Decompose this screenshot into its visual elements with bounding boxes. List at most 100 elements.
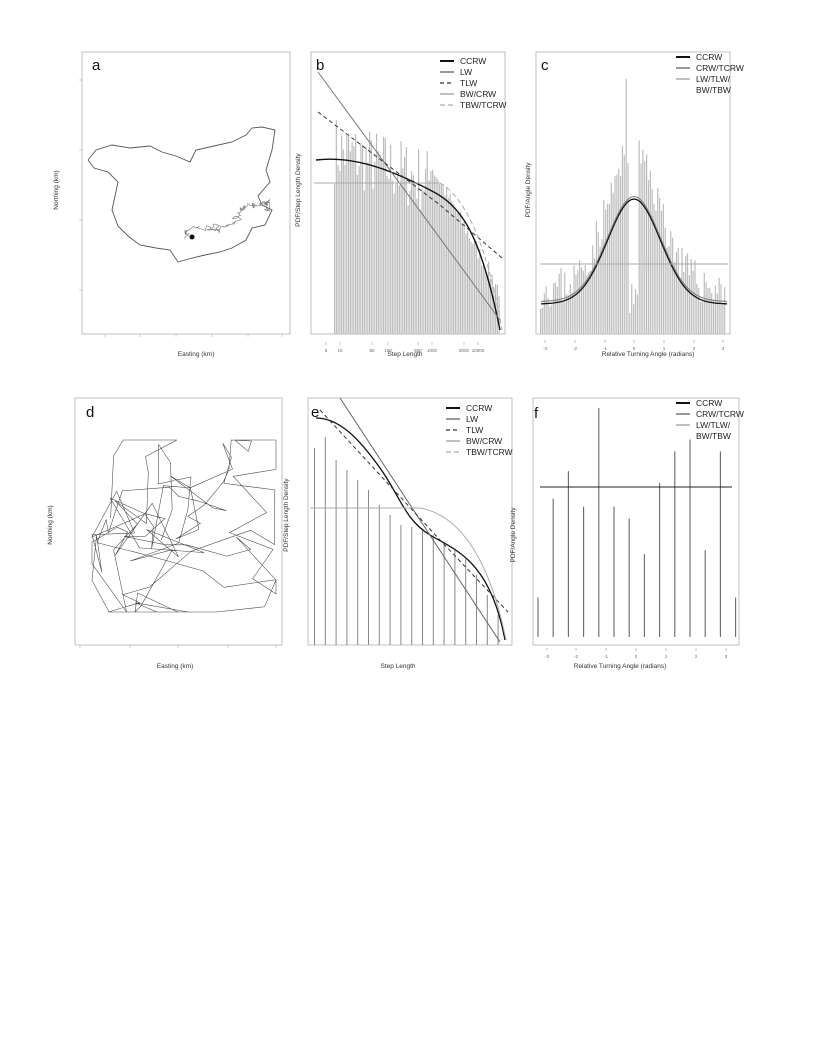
x-tick-label: 500 [414, 348, 422, 353]
histogram-bar [672, 237, 674, 334]
legend-label: CRW/TCRW [696, 409, 744, 419]
histogram-bar [456, 212, 458, 334]
histogram-bar [342, 149, 344, 334]
histogram-bar [666, 247, 668, 334]
histogram-bar [476, 575, 477, 645]
x-tick-label: 2 [695, 654, 698, 659]
x-axis-label: Easting (km) [178, 351, 214, 358]
x-tick-label: 1000 [427, 348, 438, 353]
histogram-bar [649, 170, 651, 334]
histogram-bar [376, 133, 378, 334]
histogram-bar [590, 270, 592, 334]
histogram-bar [690, 259, 692, 334]
histogram-bar [477, 258, 479, 334]
lw-line [339, 397, 501, 643]
histogram-bar [369, 131, 371, 334]
coastline-path [87, 126, 276, 263]
histogram-bar [696, 283, 698, 334]
histogram-bar [426, 151, 428, 334]
x-tick-label: 100 [384, 348, 392, 353]
histogram-bar [631, 284, 633, 334]
histogram-bar [446, 186, 448, 334]
plot-frame [81, 51, 291, 335]
histogram-bar [638, 140, 640, 334]
histogram-bar [614, 176, 616, 334]
histogram-bar [619, 176, 622, 334]
histogram-bar [597, 232, 599, 334]
histogram-bar [348, 135, 350, 334]
histogram-bar [593, 258, 596, 334]
histogram-bar [411, 171, 413, 334]
histogram-bar [384, 137, 386, 334]
histogram-bar [412, 175, 414, 334]
histogram-bar [437, 179, 439, 334]
histogram-bar [324, 437, 326, 645]
histogram-bar [655, 210, 657, 334]
histogram-bar [356, 174, 358, 334]
histogram-bar [571, 292, 573, 334]
x-tick-label: 3 [722, 346, 725, 351]
histogram-bar [363, 190, 365, 334]
histogram-bar [435, 177, 437, 334]
histogram-bar [481, 265, 483, 334]
legend-label: BW/TBW [696, 85, 731, 95]
histogram-bar [491, 274, 493, 334]
histogram-bar [414, 182, 416, 334]
x-tick-label: 10 [337, 348, 343, 353]
histogram-bar [463, 222, 465, 334]
histogram-bar [547, 298, 549, 334]
panel-letter: a [92, 57, 101, 74]
histogram-bar [390, 144, 392, 334]
histogram-bar [573, 265, 575, 334]
plot-frame [74, 397, 283, 646]
histogram-bar [433, 175, 435, 334]
histogram-bar [402, 168, 404, 334]
histogram-bar [362, 144, 364, 334]
histogram-bar [688, 275, 690, 334]
histogram-bar [467, 230, 469, 334]
histogram-bar [486, 595, 488, 645]
panel-letter: c [541, 57, 549, 74]
histogram-bar [712, 299, 715, 334]
lw-line [317, 71, 501, 321]
histogram-bar [554, 282, 557, 334]
tbw-curve [439, 182, 503, 331]
x-tick-label: 5000 [459, 348, 470, 353]
x-tick-label: -2 [574, 654, 578, 659]
legend-label: LW [460, 67, 472, 77]
histogram-bar [599, 246, 601, 334]
histogram-bar [692, 270, 694, 334]
histogram-bar [668, 246, 670, 334]
histogram-bar [430, 171, 432, 334]
histogram-bar [720, 284, 722, 334]
histogram-bar [422, 530, 423, 645]
histogram-bar [335, 120, 337, 334]
histogram-bar [484, 270, 486, 334]
histogram-bar [651, 189, 653, 334]
histogram-bar [659, 197, 661, 334]
histogram-bar [541, 307, 544, 334]
histogram-bar [314, 448, 315, 645]
x-axis-label: Relative Turning Angle (radians) [574, 663, 667, 670]
histogram-bar [482, 262, 484, 334]
histogram-bar [497, 615, 499, 645]
histogram-bar [605, 209, 607, 334]
histogram-bar [603, 199, 605, 334]
histogram-bar [718, 277, 720, 334]
x-tick-label: 3 [725, 654, 728, 659]
histogram-bar [428, 180, 430, 334]
histogram-bar [346, 470, 348, 645]
histogram-bar [642, 149, 644, 334]
histogram-bar [683, 272, 685, 334]
histogram-bar [724, 287, 726, 334]
histogram-bar [458, 212, 460, 334]
histogram-bar [418, 149, 420, 334]
tlw-line [317, 111, 503, 259]
histogram-bar [472, 243, 474, 334]
histogram-bar [647, 180, 650, 334]
histogram-bar [551, 304, 553, 334]
histogram-bar [468, 238, 470, 334]
histogram-bar [705, 281, 707, 334]
legend-label: BW/CRW [466, 436, 502, 446]
ccrw-curve [315, 417, 506, 641]
